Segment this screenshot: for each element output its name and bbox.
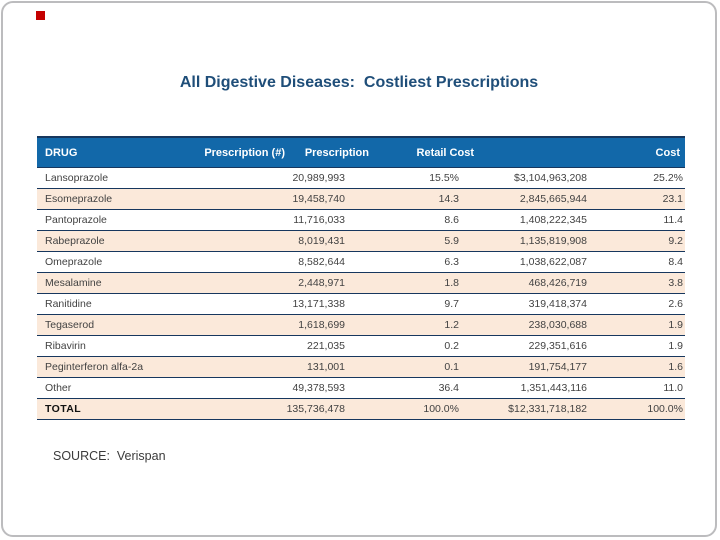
col-header-prescription-percent: Prescription <box>304 146 369 159</box>
table-header-row: DRUG Prescription (#) Prescription Retai… <box>37 136 685 168</box>
prescription-count: 11,716,033 <box>293 214 345 226</box>
prescription-count: 49,378,593 <box>292 382 345 394</box>
cost-percent: 23.1 <box>662 193 683 205</box>
prescription-percent: 5.9 <box>444 235 459 247</box>
slide-title: All Digestive Diseases: Costliest Prescr… <box>179 74 539 91</box>
prescription-percent: 15.5% <box>429 172 459 184</box>
cost-percent: 3.8 <box>668 277 683 289</box>
prescription-count: 131,001 <box>307 361 345 373</box>
drug-name: Tegaserod <box>45 319 95 331</box>
drug-name: Pantoprazole <box>45 214 107 226</box>
prescription-percent: 8.6 <box>444 214 459 226</box>
table-row: Peginterferon alfa-2a 131,001 0.1 191,754,1… <box>37 357 685 378</box>
cost-percent: 11.4 <box>663 214 683 226</box>
drug-name: Rabeprazole <box>45 235 105 247</box>
cost-percent: 8.4 <box>668 256 683 268</box>
cost-percent: 11.0 <box>663 382 683 394</box>
prescription-percent: 0.1 <box>444 361 459 373</box>
drug-name: Omeprazole <box>45 256 103 268</box>
prescription-percent: 0.2 <box>444 340 459 352</box>
retail-cost: $3,104,963,208 <box>514 172 587 184</box>
cost-percent: 1.6 <box>668 361 683 373</box>
retail-cost: 1,408,222,345 <box>519 214 587 226</box>
retail-cost: 1,351,443,116 <box>520 382 587 394</box>
drug-name: Ranitidine <box>45 298 92 310</box>
prescription-percent: 36.4 <box>438 382 459 394</box>
cost-percent: 1.9 <box>668 319 683 331</box>
table-row: Omeprazole 8,582,644 6.3 1,038,622,087 8.4 <box>37 252 685 273</box>
table-total-row: TOTAL 135,736,478 100.0% $12,331,718,182 100… <box>37 399 685 420</box>
prescription-percent: 1.8 <box>444 277 459 289</box>
table-row: Ranitidine 13,171,338 9.7 319,418,374 2.6 <box>37 294 685 315</box>
prescription-count: 1,618,699 <box>298 319 345 331</box>
table-row: Tegaserod 1,618,699 1.2 238,030,688 1.9 <box>37 315 685 336</box>
prescription-percent: 6.3 <box>444 256 459 268</box>
source-note: SOURCE: Verispan <box>53 449 166 463</box>
prescription-count: 13,171,338 <box>292 298 345 310</box>
prescription-count: 20,989,993 <box>292 172 345 184</box>
prescription-percent: 1.2 <box>444 319 459 331</box>
drug-name: Other <box>45 382 72 394</box>
drug-name: Lansoprazole <box>45 172 109 184</box>
drug-name: Mesalamine <box>45 277 102 289</box>
prescription-count: 221,035 <box>307 340 345 352</box>
retail-cost: 2,845,665,944 <box>519 193 587 205</box>
red-square-mark <box>36 11 45 20</box>
cost-percent: 25.2% <box>653 172 683 184</box>
cost-percent: 9.2 <box>668 235 683 247</box>
table-row: Lansoprazole 20,989,993 15.5% $3,104,963,20… <box>37 168 685 189</box>
prescription-count: 2,448,971 <box>298 277 345 289</box>
prescription-percent: 9.7 <box>444 298 459 310</box>
prescription-count: 135,736,478 <box>286 403 345 415</box>
col-header-prescription-count: Prescription (#) <box>204 146 285 159</box>
retail-cost: 229,351,616 <box>528 340 587 352</box>
drug-name: Ribavirin <box>45 340 86 352</box>
drug-name: Esomeprazole <box>45 193 113 205</box>
table-row: Ribavirin 221,035 0.2 229,351,616 1.9 <box>37 336 685 357</box>
prescription-percent: 14.3 <box>438 193 459 205</box>
prescription-count: 8,019,431 <box>298 235 345 247</box>
retail-cost: 1,135,819,908 <box>519 235 587 247</box>
cost-percent: 100.0% <box>647 403 683 415</box>
table-row: Rabeprazole 8,019,431 5.9 1,135,819,908 9.2 <box>37 231 685 252</box>
cost-percent: 2.6 <box>668 298 683 310</box>
col-header-cost-percent: Cost <box>655 146 680 159</box>
retail-cost: 468,426,719 <box>528 277 587 289</box>
table-body: Lansoprazole 20,989,993 15.5% $3,104,963,20… <box>37 168 685 420</box>
prescription-count: 19,458,740 <box>292 193 345 205</box>
table-row: Mesalamine 2,448,971 1.8 468,426,719 3.8 <box>37 273 685 294</box>
retail-cost: $12,331,718,182 <box>508 403 587 415</box>
drug-name: TOTAL <box>45 403 82 415</box>
drug-name: Peginterferon alfa-2a <box>45 361 144 373</box>
prescriptions-table: DRUG Prescription (#) Prescription Retai… <box>37 136 685 420</box>
col-header-drug: DRUG <box>45 146 78 159</box>
retail-cost: 1,038,622,087 <box>519 256 587 268</box>
retail-cost: 319,418,374 <box>528 298 587 310</box>
retail-cost: 191,754,177 <box>528 361 587 373</box>
col-header-retail-cost: Retail Cost <box>416 146 474 159</box>
table-row: Pantoprazole 11,716,033 8.6 1,408,222,345 11… <box>37 210 685 231</box>
cost-percent: 1.9 <box>668 340 683 352</box>
prescription-percent: 100.0% <box>423 403 459 415</box>
table-row: Esomeprazole 19,458,740 14.3 2,845,665,944 2… <box>37 189 685 210</box>
prescription-count: 8,582,644 <box>298 256 345 268</box>
table-row: Other 49,378,593 36.4 1,351,443,116 11.0 <box>37 378 685 399</box>
retail-cost: 238,030,688 <box>528 319 587 331</box>
